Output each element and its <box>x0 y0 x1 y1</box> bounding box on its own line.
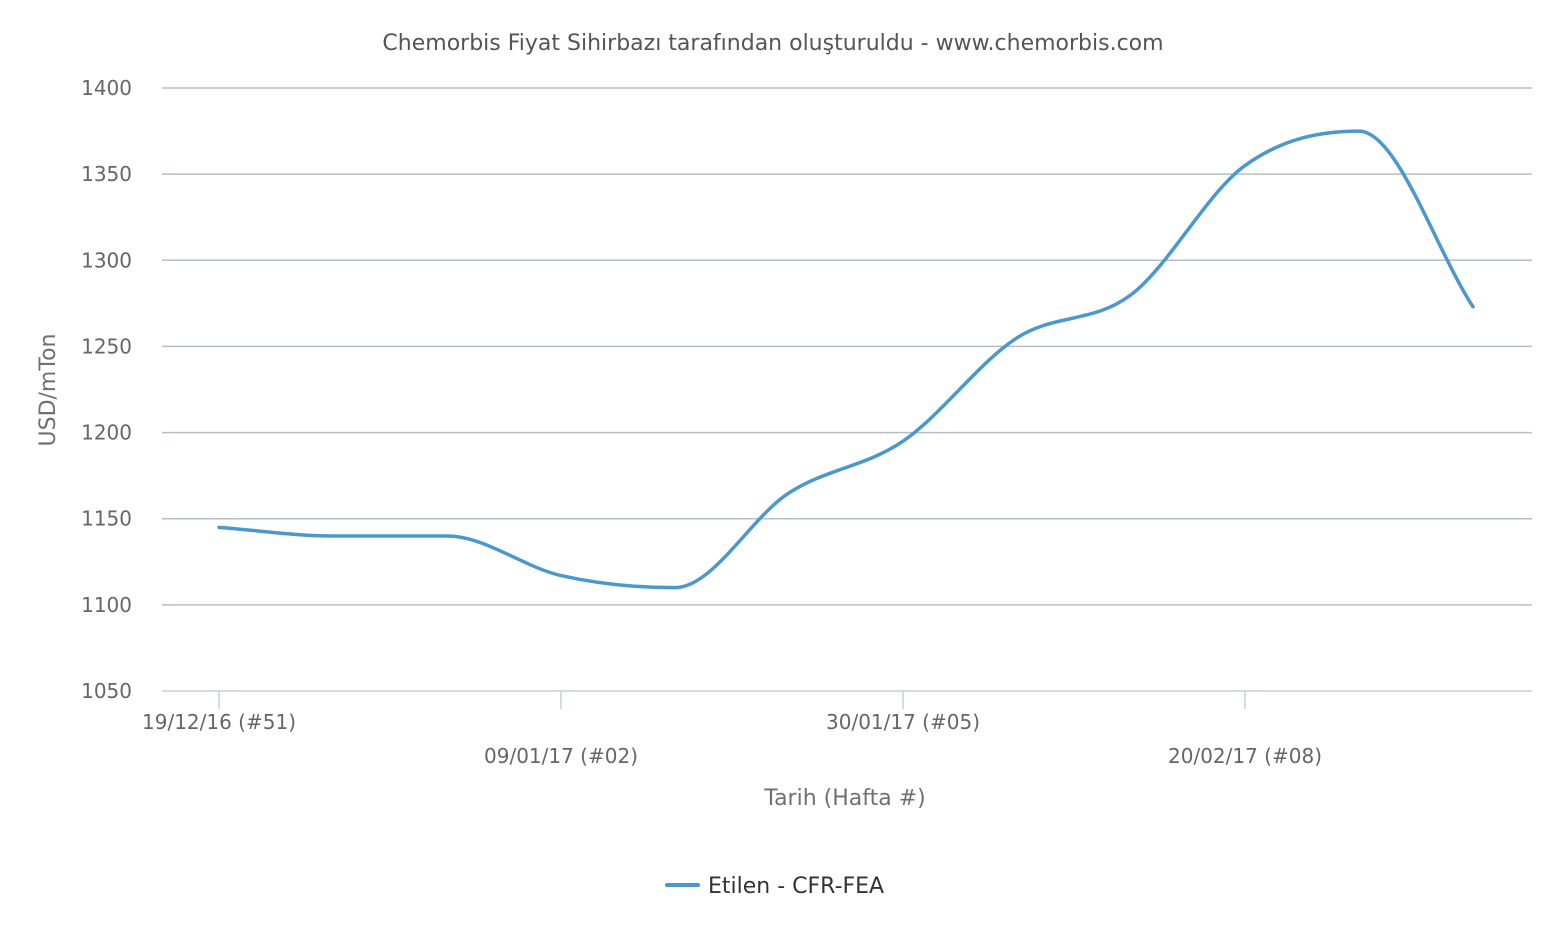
chart-title: Chemorbis Fiyat Sihirbazı tarafından olu… <box>382 31 1163 56</box>
data-point[interactable] <box>555 570 567 582</box>
y-tick-label: 1150 <box>81 507 132 531</box>
x-tick-label: 30/01/17 (#05) <box>826 710 980 734</box>
y-tick-label: 1200 <box>81 421 132 445</box>
legend[interactable]: Etilen - CFR-FEA <box>665 874 884 899</box>
y-tick-label: 1050 <box>81 679 132 703</box>
x-axis: 19/12/16 (#51) 09/01/17 (#02) 30/01/17 (#0… <box>142 690 1532 768</box>
data-point[interactable] <box>897 435 909 447</box>
data-point[interactable] <box>1125 289 1137 301</box>
y-tick-label: 1250 <box>81 334 132 358</box>
x-tick-label: 09/01/17 (#02) <box>484 744 638 768</box>
gridlines <box>162 87 1532 606</box>
y-tick-label: 1100 <box>81 593 132 617</box>
data-point[interactable] <box>669 582 681 594</box>
data-point[interactable] <box>1467 301 1479 313</box>
data-point[interactable] <box>441 530 453 542</box>
series-layer <box>213 125 1479 594</box>
series-line-etilen[interactable] <box>217 129 1475 590</box>
y-tick-label: 1300 <box>81 248 132 272</box>
x-axis-title: Tarih (Hafta #) <box>763 786 925 811</box>
y-tick-label: 1400 <box>81 76 132 100</box>
data-point[interactable] <box>783 487 795 499</box>
data-point[interactable] <box>1011 332 1023 344</box>
y-axis-tick-labels: 1050 1100 1150 1200 1250 1300 1350 1400 <box>81 76 132 703</box>
data-point[interactable] <box>1353 125 1365 137</box>
legend-label-etilen[interactable]: Etilen - CFR-FEA <box>708 874 884 899</box>
x-tick-label: 19/12/16 (#51) <box>142 710 296 734</box>
data-point[interactable] <box>327 530 339 542</box>
x-tick-label: 20/02/17 (#08) <box>1168 744 1322 768</box>
y-axis-title: USD/mTon <box>36 334 61 447</box>
data-point[interactable] <box>1239 160 1251 172</box>
data-point[interactable] <box>213 521 225 533</box>
y-tick-label: 1350 <box>81 162 132 186</box>
